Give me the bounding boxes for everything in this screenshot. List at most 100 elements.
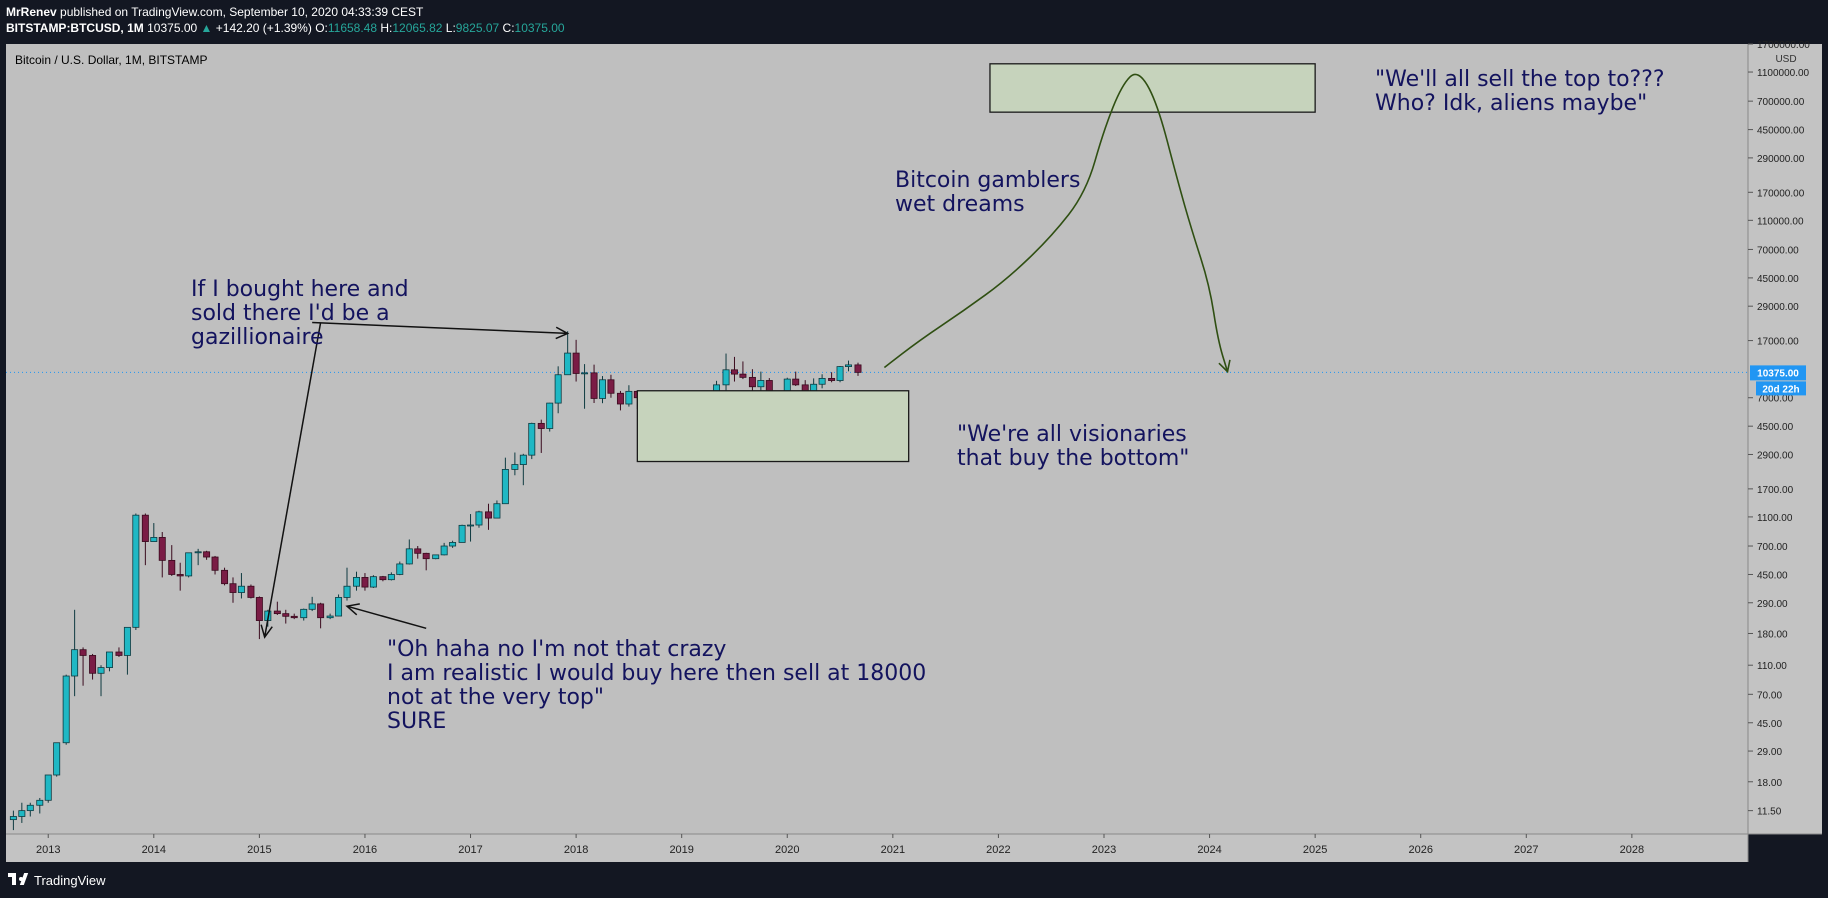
candle-down[interactable] bbox=[748, 376, 756, 388]
candle-down[interactable] bbox=[379, 576, 387, 581]
candle-down[interactable] bbox=[290, 615, 298, 619]
candle-up[interactable] bbox=[432, 554, 440, 560]
candle-up[interactable] bbox=[722, 369, 730, 386]
candle-up[interactable] bbox=[625, 390, 633, 405]
candle-down[interactable] bbox=[255, 597, 263, 621]
last-price-badge[interactable] bbox=[1750, 365, 1806, 381]
candle-up[interactable] bbox=[554, 374, 562, 404]
candle-up[interactable] bbox=[440, 545, 448, 556]
candle-down[interactable] bbox=[247, 585, 255, 598]
candle-down[interactable] bbox=[176, 574, 184, 577]
candle-up[interactable] bbox=[501, 469, 509, 505]
candle-down[interactable] bbox=[572, 352, 580, 374]
candle-down[interactable] bbox=[414, 548, 422, 554]
candle-up[interactable] bbox=[475, 511, 483, 526]
candle-up[interactable] bbox=[44, 774, 52, 801]
candle-up[interactable] bbox=[343, 585, 351, 598]
candle-up[interactable] bbox=[105, 651, 113, 668]
candle-down[interactable] bbox=[792, 378, 800, 386]
candle-up[interactable] bbox=[449, 542, 457, 547]
candle-up[interactable] bbox=[308, 603, 316, 610]
candle-down[interactable] bbox=[607, 379, 615, 394]
candle-up[interactable] bbox=[845, 364, 852, 368]
buy-here-arrow-head[interactable] bbox=[260, 624, 273, 639]
annotation-4[interactable]: "We're all visionaries that buy the botto… bbox=[957, 422, 1189, 471]
candle-down[interactable] bbox=[282, 613, 290, 617]
candle-up[interactable] bbox=[18, 810, 26, 817]
candle-down[interactable] bbox=[89, 655, 97, 674]
candle-down[interactable] bbox=[739, 373, 747, 378]
candle-down[interactable] bbox=[203, 551, 211, 558]
candle-up[interactable] bbox=[132, 514, 140, 628]
symbol-label[interactable]: BITSTAMP:BTCUSD, 1M bbox=[6, 21, 144, 35]
candle-up[interactable] bbox=[836, 366, 844, 381]
candle-up[interactable] bbox=[511, 464, 519, 470]
candle-down[interactable] bbox=[221, 569, 229, 585]
annotation-2[interactable]: "Oh haha no I'm not that crazy I am reali… bbox=[387, 637, 926, 734]
realistic-arrow-line[interactable] bbox=[346, 605, 427, 630]
realistic-arrow-head[interactable] bbox=[345, 603, 360, 616]
annotation-3[interactable]: Bitcoin gamblers wet dreams bbox=[895, 168, 1080, 217]
candle-up[interactable] bbox=[97, 667, 105, 674]
candle-down[interactable] bbox=[79, 649, 87, 656]
candle-up[interactable] bbox=[458, 524, 466, 543]
bottom-buy-zone-box[interactable] bbox=[636, 390, 910, 463]
candle-up[interactable] bbox=[387, 574, 395, 581]
candle-down[interactable] bbox=[422, 552, 430, 560]
candle-up[interactable] bbox=[36, 799, 44, 806]
candle-up[interactable] bbox=[353, 577, 360, 587]
candle-up[interactable] bbox=[26, 804, 34, 812]
candle-up[interactable] bbox=[546, 402, 554, 429]
price-axis-panel[interactable] bbox=[1748, 44, 1822, 834]
candle-up[interactable] bbox=[405, 548, 413, 565]
candle-down[interactable] bbox=[828, 377, 836, 381]
candle-down[interactable] bbox=[537, 422, 545, 429]
candle-up[interactable] bbox=[599, 379, 606, 399]
candle-up[interactable] bbox=[71, 649, 79, 677]
projection-curve[interactable] bbox=[883, 73, 1229, 372]
gazillionaire-arrow-head[interactable] bbox=[555, 326, 570, 340]
annotation-5[interactable]: "We'll all sell the top to??? Who? Idk, a… bbox=[1375, 67, 1665, 116]
candle-up[interactable] bbox=[150, 537, 158, 542]
candle-up[interactable] bbox=[396, 563, 404, 575]
candle-down[interactable] bbox=[168, 559, 176, 575]
author-name[interactable]: MrRenev bbox=[6, 5, 57, 19]
candle-down[interactable] bbox=[211, 556, 219, 571]
candle-up[interactable] bbox=[528, 422, 536, 456]
candle-down[interactable] bbox=[590, 372, 598, 399]
candle-up[interactable] bbox=[123, 626, 131, 656]
projection-arrowhead[interactable] bbox=[1218, 359, 1231, 374]
buy-here-arrow-line[interactable] bbox=[263, 322, 322, 638]
candle-up[interactable] bbox=[237, 585, 245, 593]
candle-up[interactable] bbox=[53, 742, 61, 776]
candle-down[interactable] bbox=[317, 603, 325, 619]
candle-down[interactable] bbox=[158, 537, 166, 561]
gazillionaire-arrow-line[interactable] bbox=[312, 321, 568, 335]
candle-down[interactable] bbox=[730, 369, 738, 375]
candle-up[interactable] bbox=[369, 576, 377, 588]
candle-down[interactable] bbox=[273, 610, 281, 615]
candle-down[interactable] bbox=[229, 583, 237, 593]
tradingview-footer[interactable]: TradingView bbox=[8, 868, 106, 892]
time-axis-panel[interactable] bbox=[6, 834, 1748, 862]
candle-up[interactable] bbox=[185, 552, 193, 577]
candle-up[interactable] bbox=[300, 608, 308, 619]
candle-up[interactable] bbox=[9, 816, 17, 821]
candle-up[interactable] bbox=[564, 352, 572, 376]
candle-down[interactable] bbox=[854, 364, 862, 373]
candle-down[interactable] bbox=[616, 392, 624, 405]
candle-up[interactable] bbox=[62, 675, 70, 744]
candle-up[interactable] bbox=[194, 551, 202, 554]
candle-down[interactable] bbox=[141, 514, 149, 542]
candle-down[interactable] bbox=[115, 651, 123, 656]
candle-up[interactable] bbox=[335, 597, 343, 617]
candle-down[interactable] bbox=[485, 511, 492, 519]
candle-up[interactable] bbox=[467, 524, 475, 527]
candle-up[interactable] bbox=[493, 503, 501, 519]
candle-up[interactable] bbox=[519, 454, 527, 465]
top-sell-zone-box[interactable] bbox=[989, 63, 1316, 113]
candle-down[interactable] bbox=[361, 577, 369, 588]
candle-up[interactable] bbox=[818, 377, 826, 385]
